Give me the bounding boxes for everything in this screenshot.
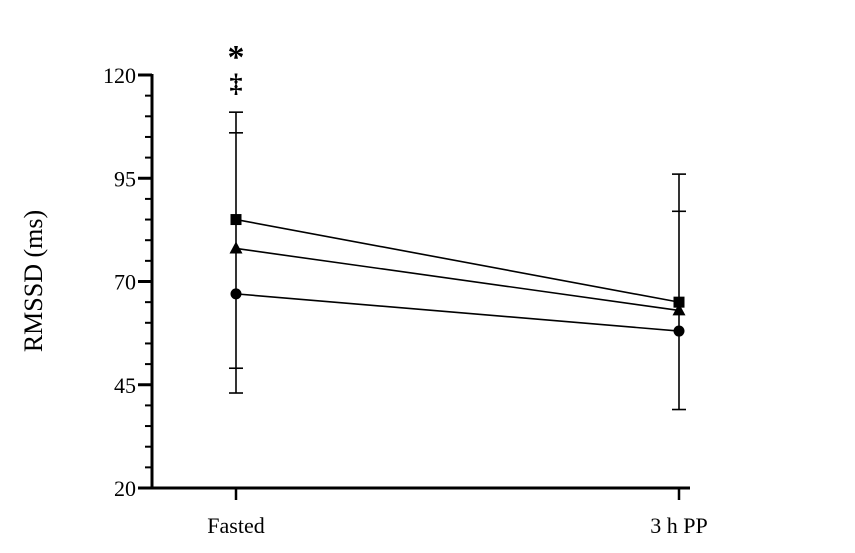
y-tick-label: 20 — [114, 476, 136, 501]
series-line-circle — [235, 293, 680, 332]
circle-marker — [673, 325, 685, 337]
y-tick-label: 45 — [114, 373, 136, 398]
axes — [150, 74, 690, 490]
series-line-square — [235, 218, 680, 303]
significance-annotation: ‡ — [230, 69, 243, 98]
square-marker — [230, 214, 242, 226]
series-markers — [229, 214, 686, 337]
y-axis-title: RMSSD (ms) — [19, 210, 48, 352]
triangle-marker — [229, 241, 243, 254]
significance-annotation: * — [228, 39, 245, 76]
y-tick-label: 70 — [114, 270, 136, 295]
triangle-marker — [672, 303, 686, 316]
y-tick-label: 120 — [103, 63, 136, 88]
y-tick-label: 95 — [114, 166, 136, 191]
x-tick-label: 3 h PP — [650, 513, 707, 538]
circle-marker — [230, 288, 242, 300]
y-ticks: 20 45 70 95 120 — [103, 63, 152, 501]
annotations: *‡ — [228, 39, 245, 98]
series-lines — [235, 218, 680, 332]
x-ticks: Fasted 3 h PP — [207, 488, 708, 538]
x-tick-label: Fasted — [207, 513, 264, 538]
series-line-triangle — [235, 247, 680, 312]
square-marker — [673, 296, 685, 308]
